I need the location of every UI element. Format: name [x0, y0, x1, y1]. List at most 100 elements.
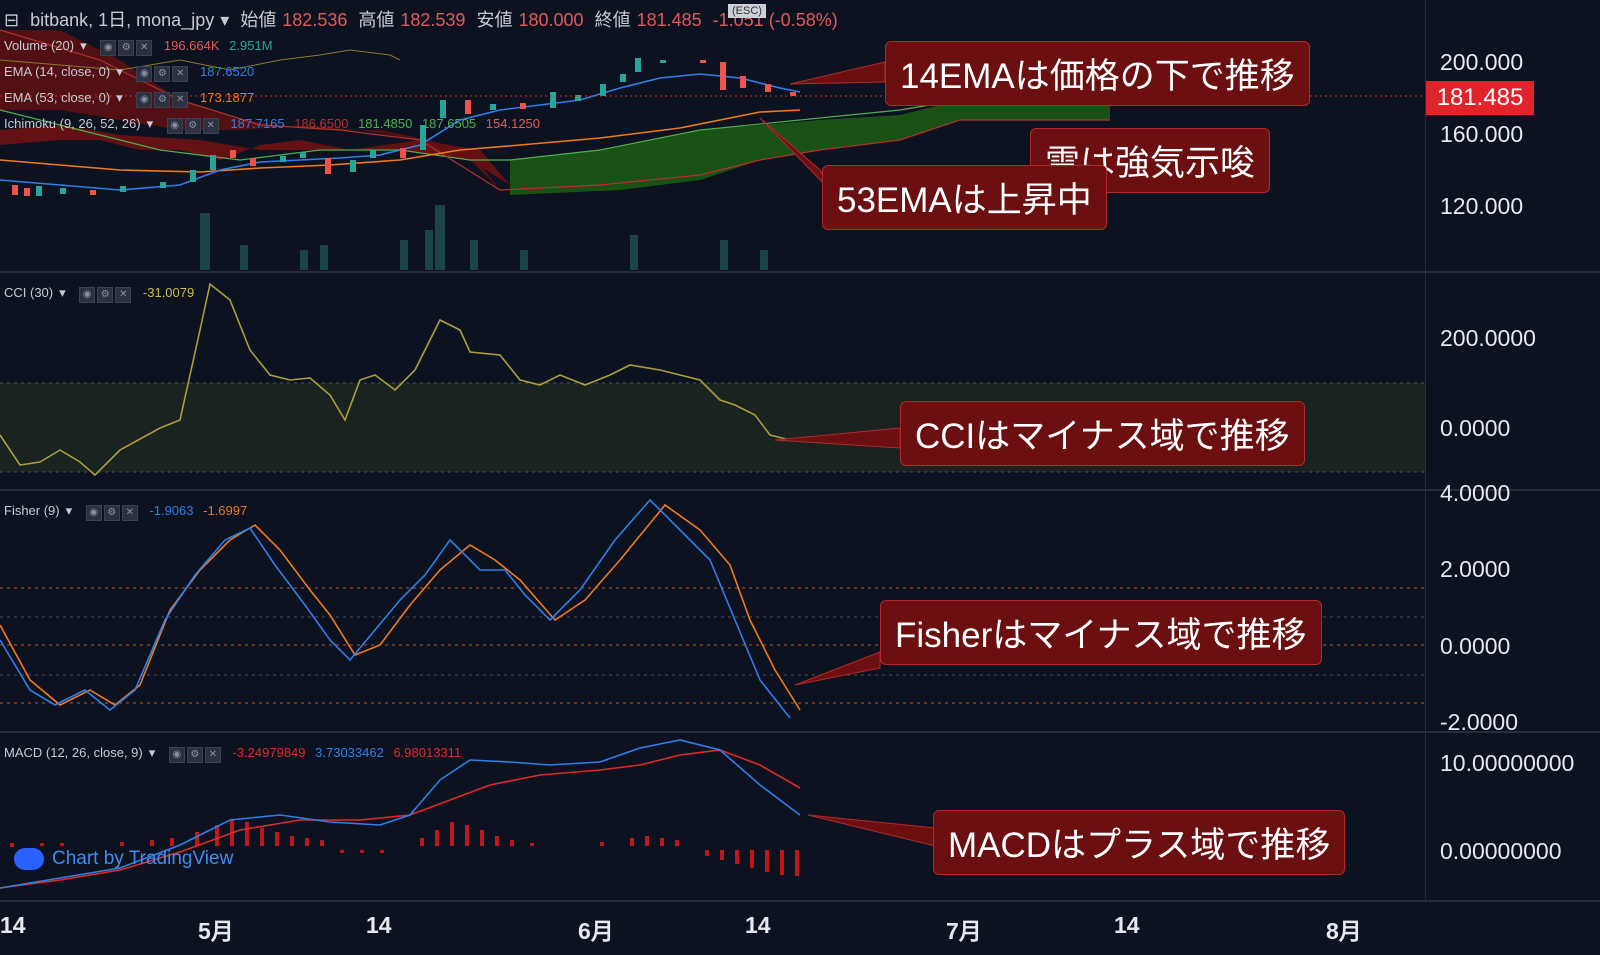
cci-axis-label: 0.0000	[1440, 415, 1511, 441]
chevron-down-icon[interactable]: ▾	[148, 745, 156, 761]
close-icon[interactable]: ✕	[202, 118, 219, 134]
chevron-down-icon[interactable]: ▾	[80, 38, 87, 54]
cci-line	[0, 282, 791, 477]
fisher-legend[interactable]: Fisher (9) ▾ ◉ ⚙ ✕ -1.9063 -1.6997	[4, 503, 253, 521]
macd-axis-label: 0.00000000	[1440, 838, 1562, 864]
fisher-axis-label: 0.0000	[1440, 633, 1511, 659]
time-axis-label: 14	[745, 912, 771, 938]
high-label: 高値	[358, 10, 395, 30]
separator-macd[interactable]	[0, 731, 1600, 733]
close-icon[interactable]: ✕	[204, 747, 221, 763]
ichimoku-value-1: 187.7165	[230, 116, 285, 132]
close-icon[interactable]: ✕	[136, 40, 153, 56]
callout-pointer-ema14	[789, 61, 886, 85]
gear-icon[interactable]: ⚙	[184, 118, 201, 134]
ichimoku-cloud-red-2	[0, 30, 500, 190]
gear-icon[interactable]: ⚙	[154, 92, 171, 108]
ichimoku-value-3: 181.4850	[358, 116, 413, 132]
macd-line	[0, 739, 801, 889]
ichimoku-value-2: 186.6500	[294, 116, 349, 132]
volume-legend[interactable]: Volume (20) ▾ ◉ ⚙ ✕ 196.664K 2.951M	[4, 38, 279, 56]
chevron-down-icon[interactable]: ▾	[65, 503, 73, 519]
ema53-legend[interactable]: EMA (53, close, 0) ▾ ◉ ⚙ ✕ 173.1877	[4, 90, 260, 108]
close-icon[interactable]: ✕	[172, 92, 189, 108]
gear-icon[interactable]: ⚙	[103, 505, 120, 521]
symbol-title[interactable]: bitbank, 1日, mona_jpy	[30, 10, 215, 30]
indicator-buttons[interactable]: ◉ ⚙ ✕	[166, 116, 221, 134]
separator-cci[interactable]	[0, 271, 1600, 273]
indicator-buttons[interactable]: ◉ ⚙ ✕	[100, 38, 154, 56]
ema14-legend[interactable]: EMA (14, close, 0) ▾ ◉ ⚙ ✕ 187.6520	[4, 64, 260, 82]
macd-legend[interactable]: MACD (12, 26, close, 9) ▾ ◉ ⚙ ✕ -3.24979849…	[4, 745, 467, 763]
eye-icon[interactable]: ◉	[136, 92, 153, 108]
chevron-down-icon[interactable]: ▾	[220, 10, 230, 30]
time-axis-label: 8月	[1326, 918, 1362, 944]
eye-icon[interactable]: ◉	[166, 118, 183, 134]
eye-icon[interactable]: ◉	[85, 505, 102, 521]
callout-pointer-macd	[807, 814, 936, 847]
eye-icon[interactable]: ◉	[168, 747, 185, 763]
indicator-buttons[interactable]: ◉ ⚙ ✕	[85, 503, 140, 521]
ichimoku-lagging	[0, 49, 401, 71]
cci-name[interactable]: CCI (30)	[4, 285, 54, 301]
volume-bars	[200, 205, 768, 270]
cci-value: -31.0079	[142, 285, 195, 301]
indicator-buttons[interactable]: ◉ ⚙ ✕	[136, 64, 190, 82]
gear-icon[interactable]: ⚙	[97, 287, 114, 303]
eye-icon[interactable]: ◉	[136, 66, 153, 82]
macd-name[interactable]: MACD (12, 26, close, 9)	[4, 745, 143, 761]
high-value: 182.539	[400, 10, 466, 30]
cci-legend[interactable]: CCI (30) ▾ ◉ ⚙ ✕ -31.0079	[4, 285, 200, 303]
gear-icon[interactable]: ⚙	[154, 66, 171, 82]
callout-ema14: 14EMAは価格の下で推移	[885, 41, 1310, 106]
close-value: 181.485	[636, 10, 702, 30]
time-axis-label: 14	[366, 912, 392, 938]
ema14-value: 187.6520	[200, 64, 255, 80]
eye-icon[interactable]: ◉	[100, 40, 117, 56]
fisher-name[interactable]: Fisher (9)	[4, 503, 60, 519]
ichimoku-cloud-red	[0, 125, 510, 185]
callout-ema53: 53EMAは上昇中	[822, 165, 1107, 230]
chevron-down-icon[interactable]: ▾	[59, 285, 66, 301]
fisher-line	[0, 498, 791, 719]
ichimoku-value-5: 154.1250	[485, 116, 541, 132]
macd-axis-label: 10.00000000	[1440, 750, 1575, 776]
close-icon[interactable]: ✕	[172, 66, 189, 82]
price-axis-separator	[1425, 0, 1426, 900]
ema14-line	[0, 73, 801, 191]
open-value: 182.536	[282, 10, 348, 30]
ichimoku-name[interactable]: Ichimoku (9, 26, 52, 26)	[4, 116, 141, 132]
ema53-name[interactable]: EMA (53, close, 0)	[4, 90, 111, 106]
indicator-buttons[interactable]: ◉ ⚙ ✕	[168, 745, 223, 763]
eye-icon[interactable]: ◉	[79, 287, 96, 303]
close-icon[interactable]: ✕	[115, 287, 132, 303]
ichimoku-legend[interactable]: Ichimoku (9, 26, 52, 26) ▾ ◉ ⚙ ✕ 187.7165 1…	[4, 116, 546, 134]
open-label: 始値	[240, 10, 277, 30]
collapse-icon[interactable]: ⊟	[4, 10, 20, 30]
gear-icon[interactable]: ⚙	[186, 747, 203, 763]
close-label: 終値	[594, 10, 631, 30]
candles	[12, 58, 796, 196]
tradingview-logo[interactable]: Chart by TradingView	[14, 848, 233, 870]
ichimoku-value-4: 187.6505	[421, 116, 477, 132]
branding-text[interactable]: Chart by TradingView	[52, 848, 234, 870]
time-axis-label: 14	[0, 912, 26, 938]
indicator-buttons[interactable]: ◉ ⚙ ✕	[79, 285, 133, 303]
separator-time-axis	[0, 900, 1600, 902]
ema14-name[interactable]: EMA (14, close, 0)	[4, 64, 111, 80]
fisher-axis-label: 2.0000	[1440, 556, 1511, 582]
chevron-down-icon[interactable]: ▾	[116, 90, 123, 106]
separator-fisher[interactable]	[0, 489, 1600, 491]
callout-cci: CCIはマイナス域で推移	[900, 401, 1305, 466]
time-axis-label: 6月	[578, 918, 614, 944]
indicator-buttons[interactable]: ◉ ⚙ ✕	[136, 90, 190, 108]
chevron-down-icon[interactable]: ▾	[116, 64, 123, 80]
current-price-tag: 181.485	[1426, 81, 1534, 115]
macd-value-1: -3.24979849	[232, 745, 306, 761]
low-label: 安値	[476, 10, 513, 30]
gear-icon[interactable]: ⚙	[118, 40, 135, 56]
volume-name[interactable]: Volume (20)	[4, 38, 75, 54]
close-icon[interactable]: ✕	[121, 505, 138, 521]
chevron-down-icon[interactable]: ▾	[146, 116, 154, 132]
